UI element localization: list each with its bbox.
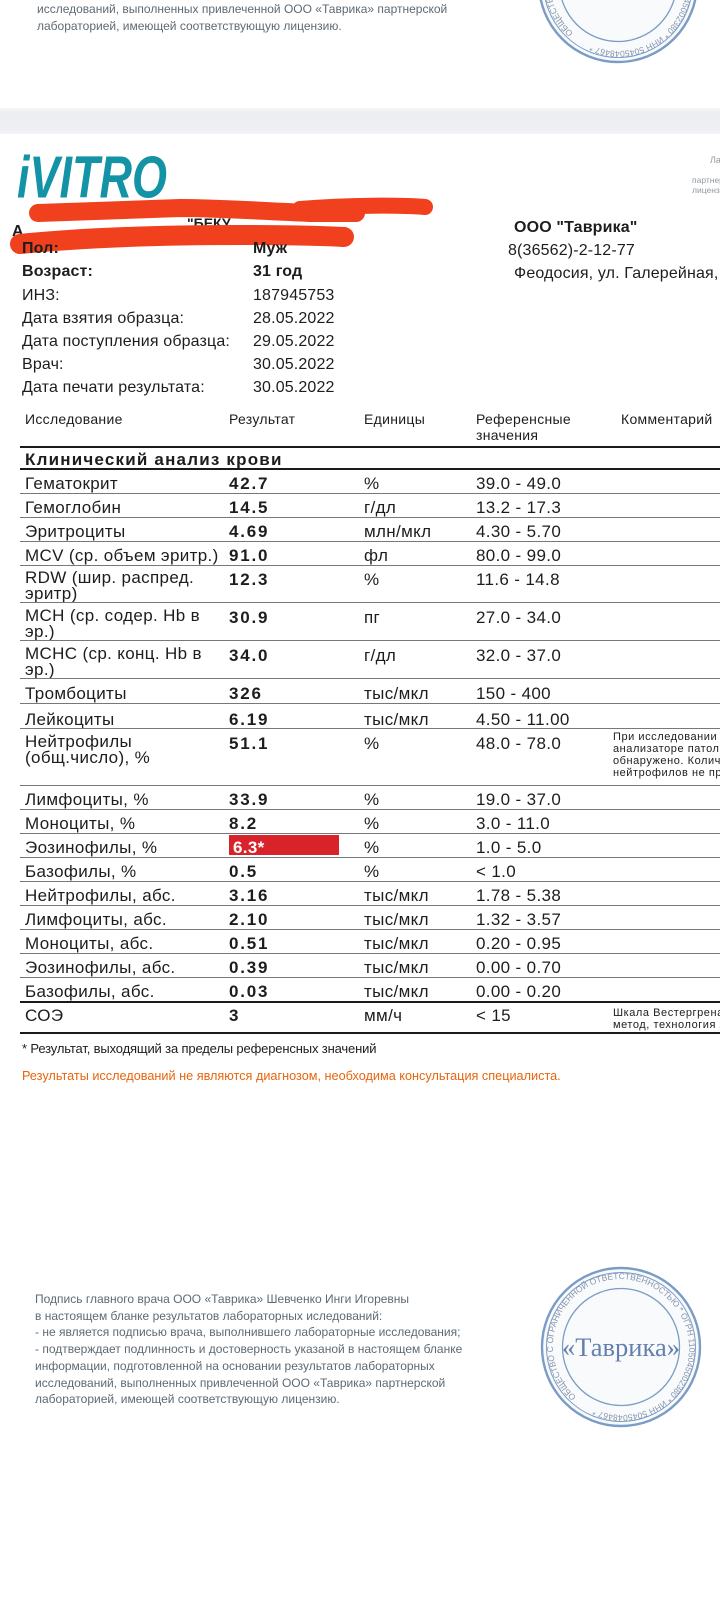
svg-text:«Таврика»: «Таврика» bbox=[562, 1332, 680, 1362]
